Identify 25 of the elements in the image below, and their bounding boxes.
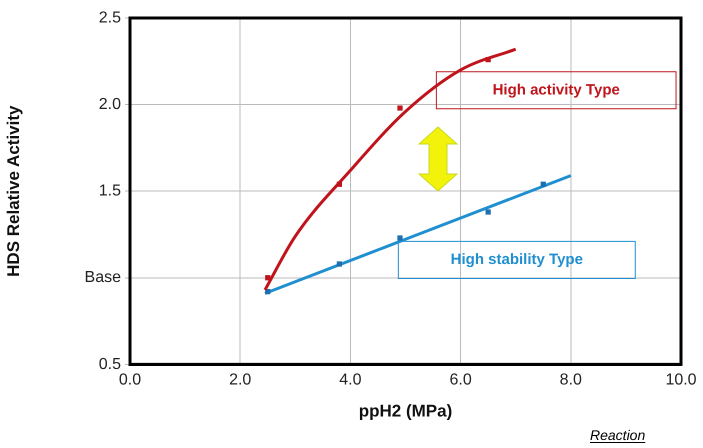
text: Reaction [590, 427, 646, 443]
point [336, 182, 342, 187]
y-tick-label: 2.5 [98, 9, 122, 26]
point [486, 56, 491, 62]
y-tick-label: Base [84, 269, 122, 286]
x-tick-label: 6.0 [449, 371, 472, 388]
series-label: High stability Type [450, 251, 583, 268]
point [265, 275, 270, 280]
y-tick-label: 1.5 [98, 182, 122, 200]
x-tick-label: 4.0 [339, 371, 362, 388]
point [397, 105, 403, 111]
point [486, 209, 491, 215]
y-tick-label: 0.5 [98, 356, 122, 373]
y-tick-label: 2.0 [98, 96, 122, 114]
point [397, 235, 403, 241]
series-label: High activity Type [492, 81, 620, 98]
y-axis-title: HDS Relative Activity [4, 105, 23, 277]
x-tick-label: 0.0 [118, 371, 142, 388]
point [336, 261, 342, 267]
x-axis-title: ppH2 (MPa) [358, 401, 452, 420]
point [265, 289, 270, 294]
point [540, 182, 546, 187]
x-tick-label: 2.0 [229, 371, 252, 388]
x-tick-label: 10.0 [665, 371, 697, 388]
x-tick-label: 8.0 [560, 371, 582, 388]
